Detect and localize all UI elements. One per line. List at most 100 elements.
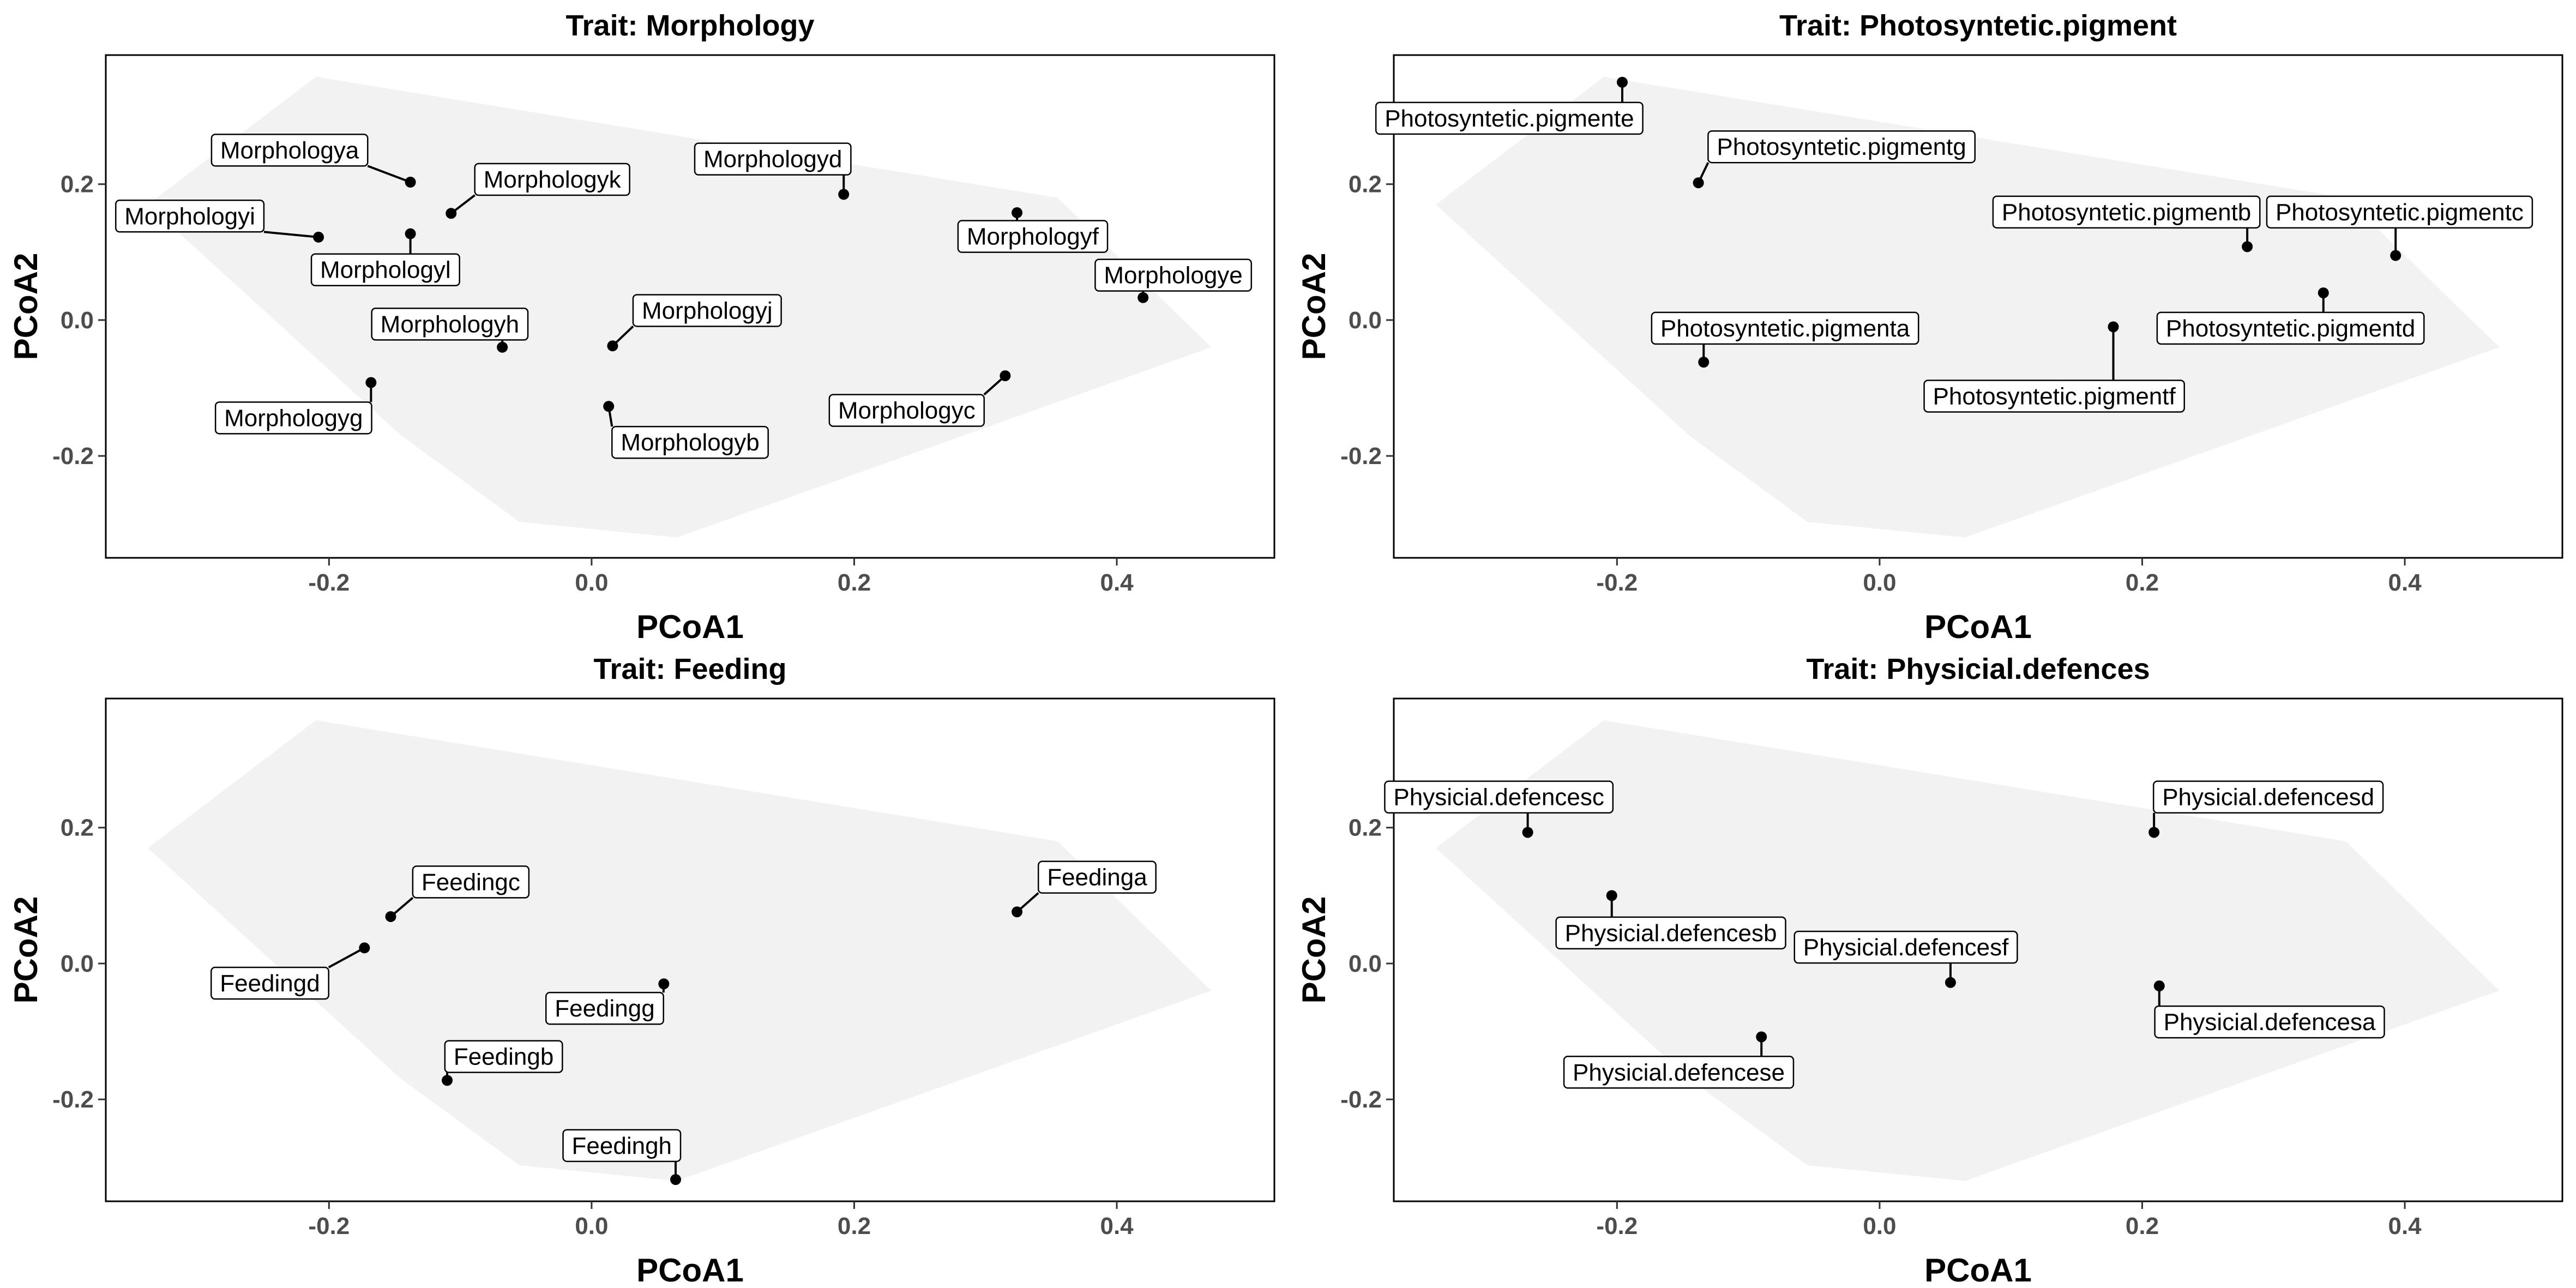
point-label-box xyxy=(1651,311,1919,345)
data-point xyxy=(385,911,396,922)
point-label: Feedingg xyxy=(555,995,654,1022)
point-label: Photosyntetic.pigmentf xyxy=(1933,383,2176,410)
leader-line xyxy=(328,947,365,968)
point-label-box xyxy=(1384,780,1614,814)
point-label: Feedingb xyxy=(454,1044,553,1070)
point-label-box xyxy=(1563,1056,1795,1089)
x-tick-label: -0.2 xyxy=(308,569,350,596)
point-label: Feedingc xyxy=(422,869,520,895)
point-label-box xyxy=(115,200,265,233)
y-tick-label: 0.0 xyxy=(61,307,94,334)
data-point xyxy=(405,176,416,188)
panel-title: Trait: Photosyntetic.pigment xyxy=(1779,9,2177,42)
point-label: Morphologyj xyxy=(642,297,773,324)
data-point xyxy=(2390,250,2402,261)
point-label: Photosyntetic.pigmenta xyxy=(1660,315,1910,342)
y-tick-label: -0.2 xyxy=(52,443,94,470)
point-label: Photosyntetic.pigmente xyxy=(1385,105,1634,132)
x-tick-label: 0.4 xyxy=(1100,569,1134,596)
point-label: Morphologyk xyxy=(484,166,622,193)
point-label-box xyxy=(2154,1005,2385,1039)
point-label: Feedinga xyxy=(1047,864,1147,891)
point-label: Morphologyf xyxy=(967,224,1099,250)
point-label-box xyxy=(1992,195,2261,229)
point-label: Photosyntetic.pigmentb xyxy=(2002,199,2251,226)
x-axis-title: PCoA1 xyxy=(636,609,744,645)
point-label-box xyxy=(1707,130,1976,164)
x-tick-label: 0.4 xyxy=(2388,569,2422,596)
point-label-box xyxy=(694,142,852,176)
x-tick-label: 0.4 xyxy=(2388,1213,2422,1239)
point-label: Morphologyb xyxy=(621,429,759,456)
point-label-box xyxy=(2266,195,2533,229)
data-point xyxy=(1000,370,1011,382)
data-point xyxy=(1945,977,1956,988)
point-label-box xyxy=(1793,930,2018,964)
panel-title: Trait: Feeding xyxy=(593,653,786,685)
y-tick-label: 0.2 xyxy=(61,171,94,198)
data-point xyxy=(313,231,324,243)
point-label-box xyxy=(1923,380,2185,413)
point-label-box xyxy=(474,162,630,196)
point-label: Photosyntetic.pigmentc xyxy=(2276,199,2524,226)
x-tick-label: 0.0 xyxy=(575,569,608,596)
point-label: Morphologyc xyxy=(838,398,976,424)
x-tick-label: 0.2 xyxy=(2126,569,2159,596)
point-label-box xyxy=(1375,101,1644,135)
data-point xyxy=(442,1075,453,1086)
point-label: Photosyntetic.pigmentd xyxy=(2166,315,2415,342)
data-point xyxy=(497,341,508,353)
x-axis-title: PCoA1 xyxy=(636,1252,744,1288)
point-label: Morphologya xyxy=(220,137,359,164)
panel-physicial-defences: Trait: Physicial.defences -0.2 0.0 0.2 0.4 -0… xyxy=(1296,653,2563,1288)
data-point xyxy=(2148,827,2160,838)
data-point xyxy=(1698,357,1710,368)
hull-polygon xyxy=(1436,76,2500,538)
leader-line xyxy=(263,231,319,238)
x-tick-label: 0.2 xyxy=(838,1213,871,1239)
point-label-box xyxy=(545,991,664,1025)
y-axis-title: PCoA2 xyxy=(8,253,44,360)
panel-photosyntetic-pigment: Trait: Photosyntetic.pigment -0.2 0.0 0.2 0.… xyxy=(1296,9,2563,645)
data-point xyxy=(1137,292,1149,303)
point-label-box xyxy=(828,394,985,427)
point-label-box xyxy=(210,966,329,1000)
y-axis-title: PCoA2 xyxy=(1296,253,1332,360)
data-point xyxy=(1012,207,1023,219)
point-label-box xyxy=(412,865,530,899)
point-label-box xyxy=(1037,860,1157,894)
point-label-box xyxy=(444,1040,563,1073)
x-tick-label: 0.2 xyxy=(2126,1213,2159,1239)
data-point xyxy=(1616,76,1628,88)
hull-polygon xyxy=(148,720,1212,1181)
data-point xyxy=(2153,980,2165,992)
point-label: Morphologyg xyxy=(224,405,363,431)
point-label-box xyxy=(310,253,460,286)
x-tick-label: -0.2 xyxy=(1596,1213,1638,1239)
point-label: Morphologye xyxy=(1104,262,1242,289)
x-tick-label: -0.2 xyxy=(1596,569,1638,596)
point-label: Morphologyl xyxy=(320,257,451,284)
y-tick-label: 0.0 xyxy=(1349,307,1382,334)
panel-title: Trait: Morphology xyxy=(566,9,815,42)
data-point xyxy=(670,1174,682,1185)
plot-frame xyxy=(1393,54,2563,559)
y-tick-label: -0.2 xyxy=(52,1086,94,1113)
data-point xyxy=(446,208,457,219)
plot-frame xyxy=(105,697,1275,1202)
y-axis-title: PCoA2 xyxy=(8,896,44,1004)
data-point xyxy=(2108,321,2119,333)
point-label: Physicial.defencese xyxy=(1573,1059,1785,1086)
data-point xyxy=(405,228,416,239)
point-label: Physicial.defencesb xyxy=(1565,920,1777,947)
y-tick-label: 0.2 xyxy=(61,815,94,841)
point-label-box xyxy=(1094,258,1253,292)
point-label-box xyxy=(1555,916,1786,950)
data-point xyxy=(359,942,370,954)
point-label-box xyxy=(371,308,529,341)
data-point xyxy=(2318,287,2329,299)
point-label-box xyxy=(562,1129,682,1163)
y-tick-label: 0.0 xyxy=(1349,950,1382,977)
x-axis-title: PCoA1 xyxy=(1924,1252,2032,1288)
